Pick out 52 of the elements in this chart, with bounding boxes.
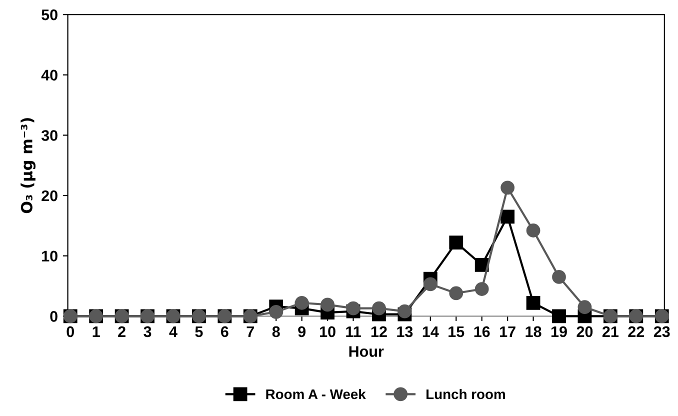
x-tick-label: 11 [346,326,361,337]
y-tick-label: 10 [42,250,58,262]
x-tick-label: 6 [220,326,228,338]
x-tick-label: 21 [602,326,619,337]
point [474,282,489,296]
x-tick-label: 9 [298,326,306,338]
point [500,180,515,195]
point [526,224,540,238]
point [578,300,592,314]
x-tick-label: 5 [195,326,203,338]
x-tick-label: 17 [500,326,516,337]
point [552,270,566,284]
y-tick-label: 40 [41,70,58,81]
legend-label: Room A - Week [266,388,366,400]
x-tick-label: 1 [92,326,100,337]
point [372,301,386,316]
point [294,296,309,310]
point [449,286,464,300]
x-tick-label: 2 [118,326,126,337]
point [526,296,540,310]
y-axis-title: O₃ (µg m⁻³) [20,118,36,214]
x-tick-label: 23 [654,326,670,338]
x-tick-label: 18 [526,326,542,338]
legend-label: Lunch room [426,388,505,400]
y-tick-label: 20 [42,190,58,202]
point [398,304,412,318]
y-tick-label: 0 [50,311,58,322]
x-tick-label: 12 [371,326,387,337]
point [346,301,360,316]
x-tick-label: 10 [320,326,336,338]
x-axis-title: Hour [349,346,384,357]
x-tick-label: 19 [551,326,567,338]
point [423,277,438,292]
point [552,309,566,324]
point [269,304,284,319]
x-tick-label: 13 [397,326,413,338]
x-tick-label: 3 [144,326,152,338]
x-tick-label: 0 [66,326,74,338]
x-tick-label: 22 [628,326,644,337]
x-tick-label: 14 [422,326,439,337]
point [449,236,464,250]
x-tick-label: 16 [474,326,490,338]
x-tick-label: 15 [448,326,464,338]
y-tick-label: 30 [41,130,58,141]
point [474,258,489,272]
x-tick-label: 7 [246,326,254,337]
x-tick-label: 8 [272,326,280,338]
point [500,210,515,224]
x-tick-label: 4 [169,326,178,337]
y-tick-label: 50 [42,9,58,20]
point [320,298,334,312]
x-tick-label: 20 [576,326,593,338]
